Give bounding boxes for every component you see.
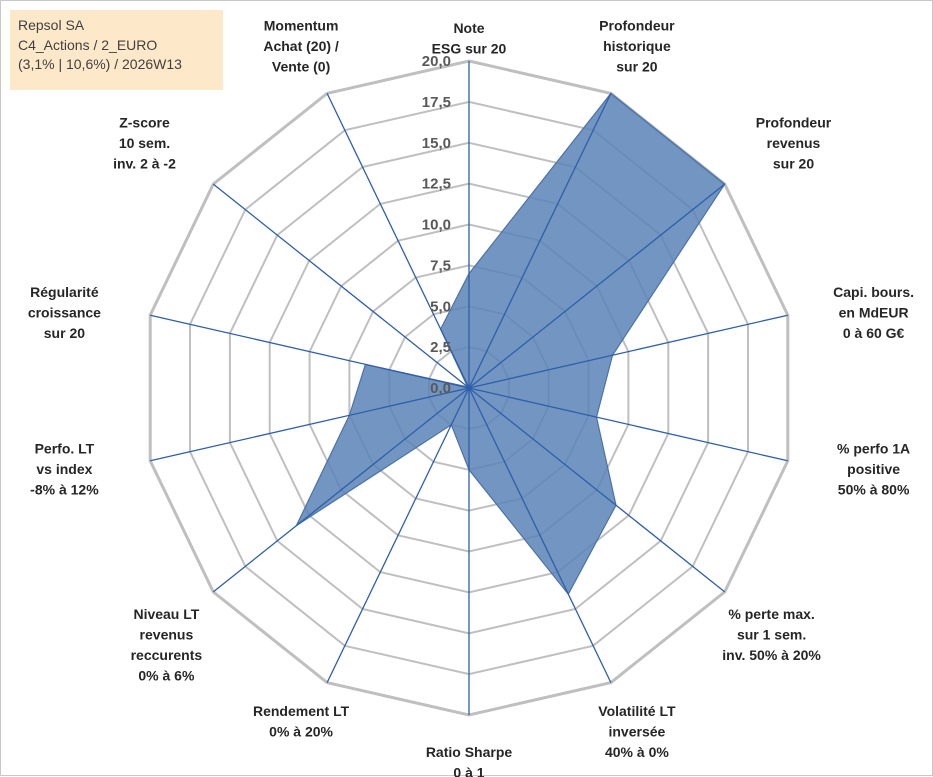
axis-label-line: Note [453,20,484,36]
r-tick-label: 2,5 [430,339,451,356]
r-tick-label: 10,0 [422,217,451,234]
axis-label-line: historique [603,38,671,54]
axis-label-line: vs index [36,461,92,477]
axis-label-line: revenus [140,626,194,642]
axis-label: Rendement LT 0% à 20% [253,703,350,740]
axis-label-line: 0 à 60 G€ [843,325,905,341]
axis-label-line: sur 20 [773,156,814,172]
axis-label: Perfo. LT vs index -8% à 12% [30,440,99,497]
axis-label-line: 10 sem. [119,135,170,151]
axis-label-line: 0 à 1 [453,765,484,777]
axis-label-line: inversée [608,724,665,740]
axis-label: Niveau LT revenus reccurents 0% à 6% [131,606,203,684]
axis-label-line: en MdEUR [839,305,909,321]
tick-layer: 0,02,55,07,510,012,515,017,520,0 [422,53,451,397]
axis-label-line: inv. 50% à 20% [722,647,821,663]
axis-label-line: Régularité [30,284,99,300]
axis-label: Régularité croissance sur 20 [28,284,101,341]
axis-label-line: 0% à 20% [269,724,333,740]
axis-label-line: 50% à 80% [838,481,910,497]
axis-label: % perfo 1A positive 50% à 80% [837,440,910,497]
axis-label-line: -8% à 12% [30,481,99,497]
axis-label-line: Rendement LT [253,703,350,719]
axis-label-line: Capi. bours. [833,284,914,300]
axis-label: % perte max. sur 1 sem. inv. 50% à 20% [722,606,821,663]
axis-label-line: Momentum [264,17,339,33]
axis-label: Note ESG sur 20 [432,20,507,57]
r-tick-label: 5,0 [430,298,451,315]
axis-label-line: ESG sur 20 [432,41,507,57]
axis-label: Profondeur revenus sur 20 [756,115,832,172]
r-tick-label: 12,5 [422,176,451,193]
axis-label-line: Vente (0) [272,58,330,74]
axis-label-line: 0% à 6% [138,667,195,683]
axis-label-line: revenus [767,135,821,151]
info-box: Repsol SA C4_Actions / 2_EURO (3,1% | 10… [10,10,223,90]
axis-label-line: sur 20 [44,325,85,341]
r-tick-label: 0,0 [430,380,451,397]
axis-label-line: Profondeur [756,115,832,131]
info-company-name: Repsol SA [18,16,223,36]
axis-label-line: Niveau LT [133,606,199,622]
axis-label: Ratio Sharpe 0 à 1 [426,744,513,777]
info-stats: (3,1% | 10,6%) / 2026W13 [18,55,223,75]
info-category: C4_Actions / 2_EURO [18,36,223,56]
axis-label: Volatilité LT inversée 40% à 0% [598,703,676,760]
r-tick-label: 15,0 [422,135,451,152]
axis-label-line: % perfo 1A [837,440,910,456]
r-tick-label: 17,5 [422,94,451,111]
axis-label-line: inv. 2 à -2 [113,156,176,172]
axis-label-line: sur 20 [616,58,657,74]
axis-label-line: sur 1 sem. [737,626,806,642]
axis-label-line: Perfo. LT [35,440,95,456]
axis-label-line: Z-score [119,115,170,131]
axis-label: Z-score 10 sem. inv. 2 à -2 [113,115,176,172]
axis-label: Momentum Achat (20) / Vente (0) [263,17,339,74]
axis-label-line: reccurents [131,647,203,663]
axis-label-line: Profondeur [599,17,675,33]
axis-label: Capi. bours. en MdEUR 0 à 60 G€ [833,284,914,341]
axis-label-line: Ratio Sharpe [426,744,513,760]
axis-label: Profondeur historique sur 20 [599,17,675,74]
axis-label-line: croissance [28,305,101,321]
axis-label-line: Volatilité LT [598,703,676,719]
axis-label-line: 40% à 0% [605,744,669,760]
axis-label-line: % perte max. [728,606,814,622]
axis-label-line: positive [847,461,900,477]
axis-label-line: Achat (20) / [263,38,339,54]
r-tick-label: 7,5 [430,257,451,274]
